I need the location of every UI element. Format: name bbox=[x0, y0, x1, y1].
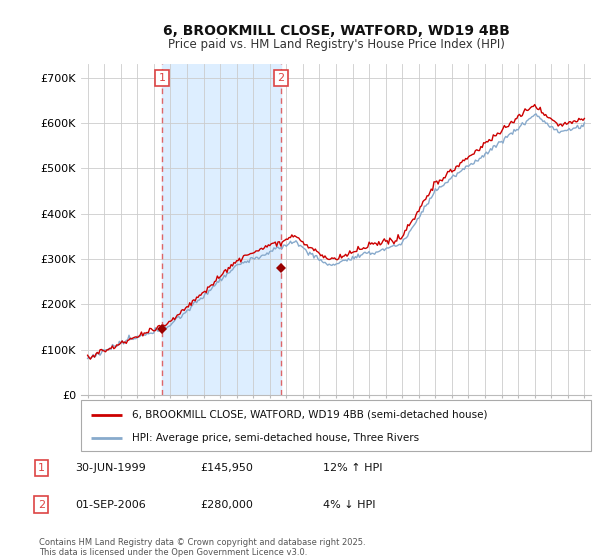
Text: 6, BROOKMILL CLOSE, WATFORD, WD19 4BB (semi-detached house): 6, BROOKMILL CLOSE, WATFORD, WD19 4BB (s… bbox=[132, 409, 487, 419]
Text: Contains HM Land Registry data © Crown copyright and database right 2025.
This d: Contains HM Land Registry data © Crown c… bbox=[39, 538, 365, 557]
Text: 12% ↑ HPI: 12% ↑ HPI bbox=[323, 463, 383, 473]
Text: 2: 2 bbox=[38, 500, 45, 510]
Text: £145,950: £145,950 bbox=[200, 463, 253, 473]
Text: 30-JUN-1999: 30-JUN-1999 bbox=[75, 463, 146, 473]
Text: 6, BROOKMILL CLOSE, WATFORD, WD19 4BB: 6, BROOKMILL CLOSE, WATFORD, WD19 4BB bbox=[163, 24, 509, 38]
Text: 2: 2 bbox=[277, 73, 284, 83]
Text: HPI: Average price, semi-detached house, Three Rivers: HPI: Average price, semi-detached house,… bbox=[132, 433, 419, 443]
Text: £280,000: £280,000 bbox=[200, 500, 253, 510]
Bar bbox=[162, 64, 281, 395]
FancyBboxPatch shape bbox=[81, 400, 591, 451]
Text: Price paid vs. HM Land Registry's House Price Index (HPI): Price paid vs. HM Land Registry's House … bbox=[167, 38, 505, 51]
Text: 01-SEP-2006: 01-SEP-2006 bbox=[75, 500, 146, 510]
Text: 1: 1 bbox=[38, 463, 45, 473]
Text: 4% ↓ HPI: 4% ↓ HPI bbox=[323, 500, 376, 510]
Text: 1: 1 bbox=[158, 73, 166, 83]
